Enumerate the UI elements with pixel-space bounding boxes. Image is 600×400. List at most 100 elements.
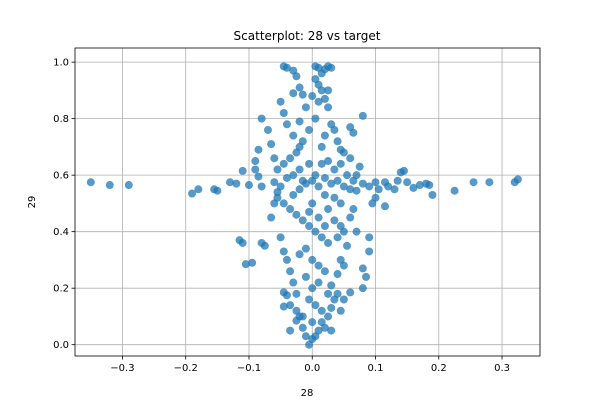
scatter-point [320,94,329,103]
scatter-point [358,264,367,273]
scatter-point [279,108,288,117]
scatter-point [365,182,374,191]
scatter-point [238,238,247,247]
y-tick-label: 1.0 [53,58,69,69]
scatter-point [513,175,522,184]
scatter-point [298,216,307,225]
scatter-point [308,284,317,293]
scatter-point [188,189,197,198]
scatter-point [292,148,301,157]
scatter-point [257,114,266,123]
scatter-point [301,244,310,253]
scatter-point [339,261,348,270]
scatter-point [276,97,285,106]
scatter-point [327,326,336,335]
scatter-point [282,255,291,264]
scatter-point [282,291,291,300]
scatter-point [333,270,342,279]
scatter-point [267,213,276,222]
scatter-point [393,176,402,185]
scatter-point [365,247,374,256]
scatter-point [295,165,304,174]
scatter-point [292,316,301,325]
scatter-point [324,312,333,321]
scatter-point [333,176,342,185]
scatter-point [295,185,304,194]
scatter-point [314,278,323,287]
scatter-point [314,326,323,335]
x-tick-label: 0.1 [368,363,384,374]
scatter-point [390,185,399,194]
scatter-point [358,179,367,188]
chart-title: Scatterplot: 28 vs target [234,29,381,43]
scatter-point [282,63,291,72]
scatter-point [226,178,234,187]
scatter-point [324,157,333,166]
y-tick-label: 0.2 [53,284,69,295]
scatter-point [298,137,307,146]
scatter-point [289,89,298,98]
scatter-point [263,125,272,134]
plot-frame [74,47,541,357]
scatter-point [320,267,329,276]
x-axis-ticks: −0.3 −0.2 −0.1 0.0 0.1 0.2 0.3 [110,356,510,374]
scatter-point [279,247,288,256]
scatter-point [254,145,263,154]
scatter-point [365,233,374,242]
scatter-point [286,326,295,335]
scatter-point [403,178,412,187]
scatter-point [349,205,358,214]
scatter-point [105,181,114,190]
scatter-point [311,114,320,123]
scatter-point [333,233,342,242]
scatter-point [336,199,345,208]
scatter-point [368,199,377,208]
scatter-point [86,178,95,187]
scatter-point [289,190,298,199]
y-tick-label: 0.6 [53,171,69,182]
scatter-point [305,207,314,216]
scatter-point [324,238,333,247]
scatter-point [330,216,339,225]
scatter-point [409,183,418,192]
scatter-point [270,154,279,163]
scatter-point [415,181,424,190]
scatter-point [324,103,333,112]
scatter-point [450,186,459,195]
scatter-point [358,284,367,293]
x-tick-label: 0.2 [431,363,447,374]
x-tick-label: −0.3 [110,363,134,374]
scatter-point [371,178,380,187]
scatter-point [330,125,339,134]
scatter-point [327,63,336,72]
scatter-point [298,312,307,321]
scatter-point [286,154,295,163]
scatter-point [317,306,326,315]
scatter-point [289,278,298,287]
scatter-point [238,166,247,175]
scatter-point [292,289,301,298]
scatter-point [289,131,298,140]
scatter-point [311,301,320,310]
x-tick-label: 0.3 [494,363,510,374]
scatter-point [124,181,133,190]
scatter-point [327,281,336,290]
scatter-point [362,272,371,281]
scatter-point [485,178,494,187]
scatter-point [292,210,301,219]
scatter-point [241,260,250,269]
scatter-point [286,205,295,214]
x-tick-label: −0.1 [237,363,261,374]
scatter-point [194,185,203,194]
scatter-point [327,303,336,312]
scatter-point [257,182,266,191]
scatter-point [295,117,304,126]
scatter-point [254,172,263,181]
scatter-point [244,181,253,190]
scatter-point [279,199,288,208]
scatter-point [308,255,317,264]
scatter-point [273,165,282,174]
scatter-point [324,289,333,298]
y-axis-ticks: 0.0 0.2 0.4 0.6 0.8 1.0 [53,58,75,351]
scatter-point [339,227,348,236]
